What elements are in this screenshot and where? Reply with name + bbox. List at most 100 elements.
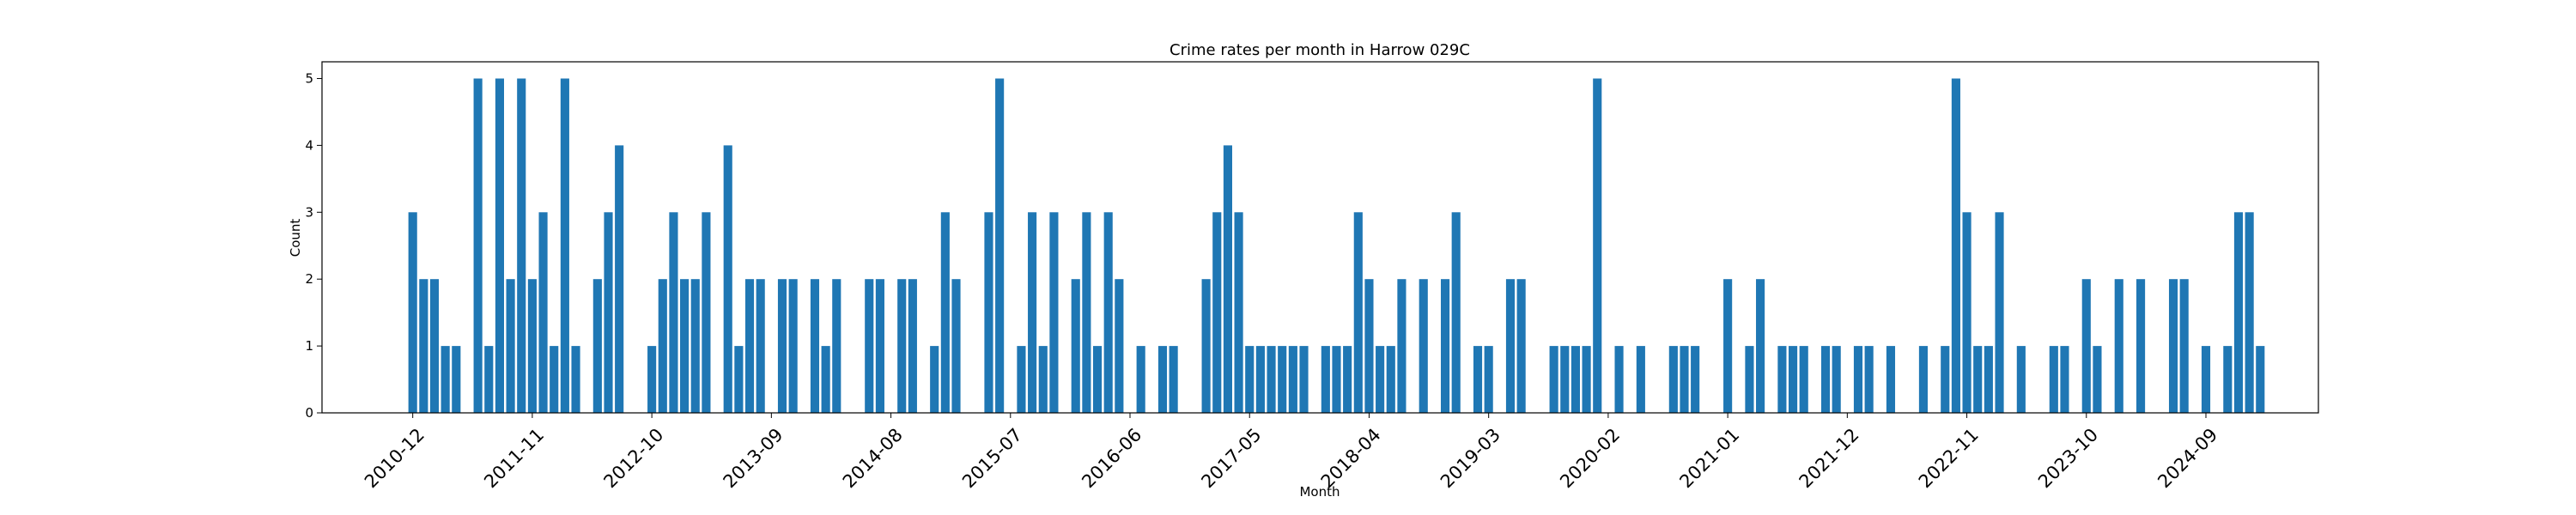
x-tick-label-2: 2012-10 bbox=[599, 424, 667, 492]
bar-36 bbox=[908, 279, 917, 413]
bar-77 bbox=[1505, 279, 1516, 413]
x-tick-label-8: 2018-04 bbox=[1317, 424, 1385, 492]
bar-81 bbox=[1571, 346, 1580, 413]
bar-26 bbox=[744, 279, 755, 413]
bar-7 bbox=[495, 78, 504, 413]
x-tick-label-10: 2020-02 bbox=[1556, 424, 1624, 492]
y-tick-label-2: 2 bbox=[305, 271, 313, 287]
bar-89 bbox=[1723, 279, 1733, 413]
bar-20 bbox=[669, 212, 678, 413]
bar-16 bbox=[604, 212, 613, 413]
bar-21 bbox=[680, 279, 690, 413]
bar-106 bbox=[1995, 212, 2004, 413]
bar-40 bbox=[984, 212, 993, 413]
bar-47 bbox=[1082, 212, 1091, 413]
bar-79 bbox=[1549, 346, 1558, 413]
bar-23 bbox=[702, 212, 711, 413]
bar-104 bbox=[1973, 346, 1983, 413]
bar-54 bbox=[1201, 279, 1211, 413]
bar-53 bbox=[1169, 346, 1178, 413]
bar-87 bbox=[1680, 346, 1689, 413]
bar-112 bbox=[2114, 279, 2123, 413]
bar-11 bbox=[538, 212, 548, 413]
y-axis: 0 1 2 3 4 5 bbox=[305, 70, 322, 421]
bar-31 bbox=[821, 346, 830, 413]
bar-12 bbox=[550, 346, 559, 413]
bar-63 bbox=[1299, 346, 1309, 413]
bar-115 bbox=[2179, 279, 2189, 413]
bar-86 bbox=[1668, 346, 1678, 413]
bar-46 bbox=[1071, 279, 1080, 413]
bar-65 bbox=[1332, 346, 1341, 413]
bar-34 bbox=[875, 279, 884, 413]
bar-76 bbox=[1484, 346, 1493, 413]
bar-2 bbox=[429, 279, 440, 413]
bar-25 bbox=[734, 346, 744, 413]
bar-58 bbox=[1245, 346, 1255, 413]
bar-60 bbox=[1267, 346, 1276, 413]
bar-96 bbox=[1832, 346, 1841, 413]
bar-44 bbox=[1038, 346, 1048, 413]
bar-59 bbox=[1255, 346, 1265, 413]
bar-52 bbox=[1157, 346, 1168, 413]
x-tick-label-13: 2022-11 bbox=[1915, 424, 1983, 492]
bar-100 bbox=[1918, 346, 1928, 413]
bar-108 bbox=[2049, 346, 2058, 413]
x-tick-label-15: 2024-09 bbox=[2154, 424, 2221, 492]
bar-37 bbox=[930, 346, 939, 413]
bar-35 bbox=[897, 279, 907, 413]
bar-10 bbox=[527, 279, 537, 413]
bar-80 bbox=[1560, 346, 1570, 413]
bar-29 bbox=[788, 279, 798, 413]
bar-28 bbox=[777, 279, 787, 413]
bar-57 bbox=[1234, 212, 1243, 413]
x-tick-label-9: 2019-03 bbox=[1437, 424, 1504, 492]
bar-1 bbox=[419, 279, 428, 413]
bar-33 bbox=[865, 279, 874, 413]
bar-95 bbox=[1820, 346, 1831, 413]
bar-43 bbox=[1028, 212, 1037, 413]
bar-120 bbox=[2256, 346, 2265, 413]
bar-119 bbox=[2245, 212, 2254, 413]
x-tick-label-6: 2016-06 bbox=[1078, 424, 1145, 492]
bar-61 bbox=[1278, 346, 1287, 413]
bar-94 bbox=[1799, 346, 1808, 413]
bar-39 bbox=[951, 279, 961, 413]
bar-71 bbox=[1397, 279, 1406, 413]
bar-48 bbox=[1092, 346, 1103, 413]
bar-107 bbox=[2016, 346, 2026, 413]
bar-69 bbox=[1376, 346, 1385, 413]
bar-67 bbox=[1353, 212, 1363, 413]
bar-90 bbox=[1745, 346, 1754, 413]
bar-24 bbox=[723, 145, 732, 413]
bar-62 bbox=[1288, 346, 1297, 413]
chart-title: Crime rates per month in Harrow 029C bbox=[1170, 41, 1470, 59]
bar-118 bbox=[2233, 212, 2244, 413]
bar-27 bbox=[756, 279, 765, 413]
bar-83 bbox=[1593, 78, 1602, 413]
y-axis-label: Count bbox=[288, 219, 303, 258]
bar-101 bbox=[1941, 346, 1950, 413]
bar-51 bbox=[1136, 346, 1145, 413]
bar-82 bbox=[1582, 346, 1591, 413]
bar-68 bbox=[1364, 279, 1374, 413]
bar-70 bbox=[1386, 346, 1395, 413]
bar-103 bbox=[1962, 212, 1971, 413]
bar-55 bbox=[1212, 212, 1222, 413]
bar-14 bbox=[571, 346, 580, 413]
bar-85 bbox=[1636, 346, 1645, 413]
bar-78 bbox=[1516, 279, 1526, 413]
x-tick-label-11: 2021-01 bbox=[1675, 424, 1743, 492]
y-tick-label-3: 3 bbox=[305, 204, 313, 220]
bar-49 bbox=[1103, 212, 1113, 413]
bar-84 bbox=[1614, 346, 1624, 413]
x-tick-label-1: 2011-11 bbox=[480, 424, 548, 492]
bar-3 bbox=[440, 346, 450, 413]
bar-0 bbox=[408, 212, 417, 413]
bar-4 bbox=[452, 346, 461, 413]
bar-117 bbox=[2223, 346, 2233, 413]
x-tick-label-4: 2014-08 bbox=[839, 424, 907, 492]
bar-38 bbox=[940, 212, 950, 413]
plot-frame bbox=[321, 61, 2319, 414]
